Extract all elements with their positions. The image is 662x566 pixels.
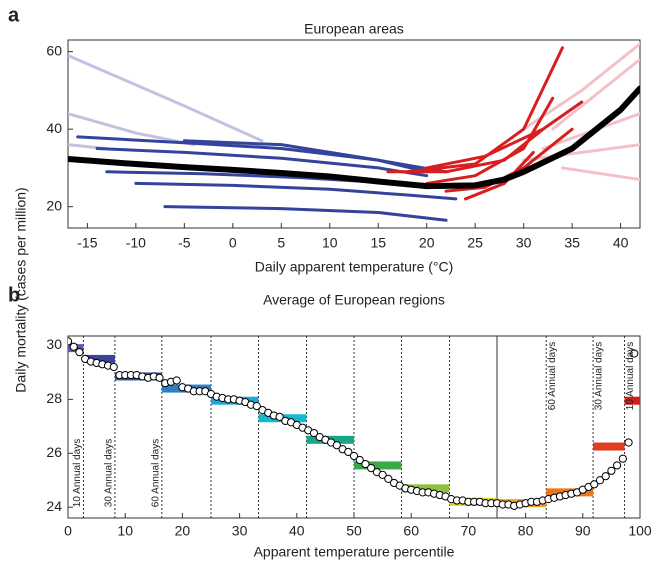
series-line — [425, 100, 584, 170]
series-line — [134, 181, 458, 201]
y-tick-label: 28 — [46, 390, 62, 406]
data-point — [68, 337, 73, 346]
x-axis-label: Apparent temperature percentile — [254, 544, 455, 560]
x-tick-label: -15 — [77, 235, 97, 251]
plot-area — [68, 336, 640, 518]
data-point — [109, 362, 118, 372]
y-tick-label: 30 — [46, 336, 62, 352]
data-point — [624, 438, 633, 447]
data-point — [332, 441, 341, 450]
x-tick-label: 20 — [175, 523, 191, 539]
y-tick-label: 20 — [46, 197, 62, 213]
data-point — [69, 342, 78, 351]
bin-bar — [401, 484, 450, 493]
bin-bar — [83, 354, 115, 363]
x-tick-label: 0 — [229, 235, 237, 251]
x-tick-label: 90 — [575, 523, 591, 539]
series-line — [560, 166, 640, 182]
series-line — [405, 46, 564, 174]
series-line — [68, 54, 264, 143]
x-tick-label: 20 — [419, 235, 435, 251]
x-tick-label: 100 — [628, 523, 652, 539]
plot-area — [68, 42, 640, 222]
data-point — [601, 472, 610, 481]
series-line — [76, 135, 448, 174]
data-point — [75, 348, 84, 357]
series-line — [463, 150, 535, 201]
x-tick-label: 10 — [322, 235, 338, 251]
series-line — [163, 205, 448, 222]
x-tick-label: 30 — [232, 523, 248, 539]
series-line — [386, 127, 545, 174]
x-tick-label: -5 — [178, 235, 191, 251]
data-point — [384, 474, 393, 484]
x-tick-label: 80 — [518, 523, 534, 539]
data-point — [367, 464, 376, 473]
x-tick-label: 15 — [370, 235, 386, 251]
series-line — [182, 139, 429, 174]
y-tick-label: 60 — [46, 42, 62, 58]
y-tick-label: 26 — [46, 444, 62, 460]
annotation: 30 Annual days — [594, 342, 605, 410]
x-tick-label: 30 — [516, 235, 532, 251]
x-tick-label: 5 — [277, 235, 285, 251]
panel-label: b — [8, 284, 20, 306]
x-tick-label: 40 — [613, 235, 629, 251]
bin-bar — [593, 442, 625, 451]
chart-title: Average of European regions — [263, 292, 445, 308]
data-point — [618, 454, 627, 463]
bin-bar — [354, 461, 402, 470]
annotation: 10 Annual days — [72, 439, 83, 507]
x-tick-label: 60 — [403, 523, 419, 539]
series-line — [551, 57, 640, 131]
x-tick-label: 0 — [64, 523, 72, 539]
data-point — [355, 455, 364, 465]
data-point — [275, 412, 284, 421]
panel-label: a — [8, 4, 20, 26]
annotation: 60 Annual days — [547, 342, 558, 410]
data-point — [590, 480, 599, 489]
data-point — [309, 428, 319, 438]
x-tick-label: 50 — [346, 523, 362, 539]
annotation: 10 Annual days — [625, 342, 636, 410]
data-point — [172, 376, 181, 385]
annotation: 60 Annual days — [150, 439, 161, 507]
annotation: 30 Annual days — [104, 439, 115, 507]
data-point — [613, 461, 622, 470]
data-point — [378, 470, 387, 479]
x-tick-label: 10 — [117, 523, 133, 539]
data-point — [607, 466, 616, 475]
data-point — [252, 402, 261, 411]
plot-frame — [67, 39, 641, 229]
x-axis-label: Daily apparent temperature (°C) — [255, 259, 454, 275]
bin-bar — [624, 396, 640, 405]
y-axis-label: Daily mortality (cases per million) — [13, 187, 29, 392]
data-point — [344, 447, 353, 457]
series-line — [68, 85, 640, 190]
x-tick-label: 35 — [564, 235, 580, 251]
x-tick-label: 25 — [467, 235, 483, 251]
series-line — [522, 143, 640, 162]
x-tick-label: 70 — [461, 523, 477, 539]
y-tick-label: 24 — [46, 498, 62, 514]
data-point — [361, 459, 370, 469]
data-point — [155, 373, 164, 382]
data-point — [595, 476, 605, 485]
data-point — [630, 349, 639, 358]
x-tick-label: -10 — [126, 235, 146, 251]
x-tick-label: 40 — [289, 523, 305, 539]
chart-title: European areas — [304, 21, 404, 37]
y-tick-label: 40 — [46, 120, 62, 136]
data-point — [349, 451, 359, 461]
